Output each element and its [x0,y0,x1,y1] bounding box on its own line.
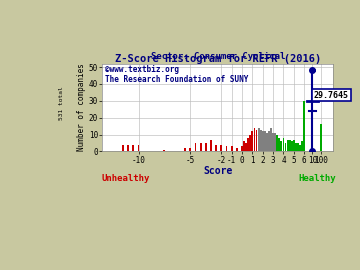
Bar [220,145,222,151]
Bar [138,145,139,151]
Bar [163,150,165,151]
Bar [236,148,238,151]
Bar [231,146,233,151]
Bar [245,143,247,151]
Bar [264,131,266,151]
Bar [287,140,288,151]
Bar [122,145,124,151]
Bar [215,145,217,151]
Bar [295,143,297,151]
Bar [262,131,264,151]
Bar [276,134,278,151]
Bar [253,128,255,151]
Bar [205,143,207,151]
Bar [247,138,249,151]
Bar [260,130,262,151]
X-axis label: Score: Score [203,166,233,176]
Bar [311,70,313,151]
Bar [241,146,243,151]
Bar [132,145,134,151]
Bar [243,141,245,151]
Bar [256,130,257,151]
Bar [194,143,197,151]
Y-axis label: Number of companies: Number of companies [77,64,86,151]
Bar [280,141,282,151]
Bar [278,138,280,151]
Bar [293,140,295,151]
Bar [274,133,276,151]
Bar [252,131,253,151]
Bar [268,131,270,151]
Text: 531 total: 531 total [59,86,64,120]
Text: ©www.textbiz.org: ©www.textbiz.org [105,65,179,75]
Bar [127,145,129,151]
Bar [249,134,251,151]
Bar [184,148,186,151]
Bar [226,146,228,151]
Bar [189,148,191,151]
Text: Healthy: Healthy [298,174,336,183]
Bar [285,143,287,151]
Bar [320,124,321,151]
Bar [210,140,212,151]
Bar [266,133,268,151]
Text: 29.7645: 29.7645 [314,90,349,100]
Bar [291,141,293,151]
Text: Sector: Consumer Cyclical: Sector: Consumer Cyclical [150,52,285,60]
Text: Unhealthy: Unhealthy [101,174,150,183]
Bar [272,133,274,151]
Bar [299,145,301,151]
Bar [200,143,202,151]
Bar [270,128,272,151]
Bar [303,101,305,151]
Bar [289,140,291,151]
Bar [297,143,299,151]
Bar [301,141,303,151]
Bar [258,128,260,151]
Bar [283,138,284,151]
Title: Z-Score Histogram for REFR (2016): Z-Score Histogram for REFR (2016) [114,54,321,64]
Text: The Research Foundation of SUNY: The Research Foundation of SUNY [105,75,248,84]
